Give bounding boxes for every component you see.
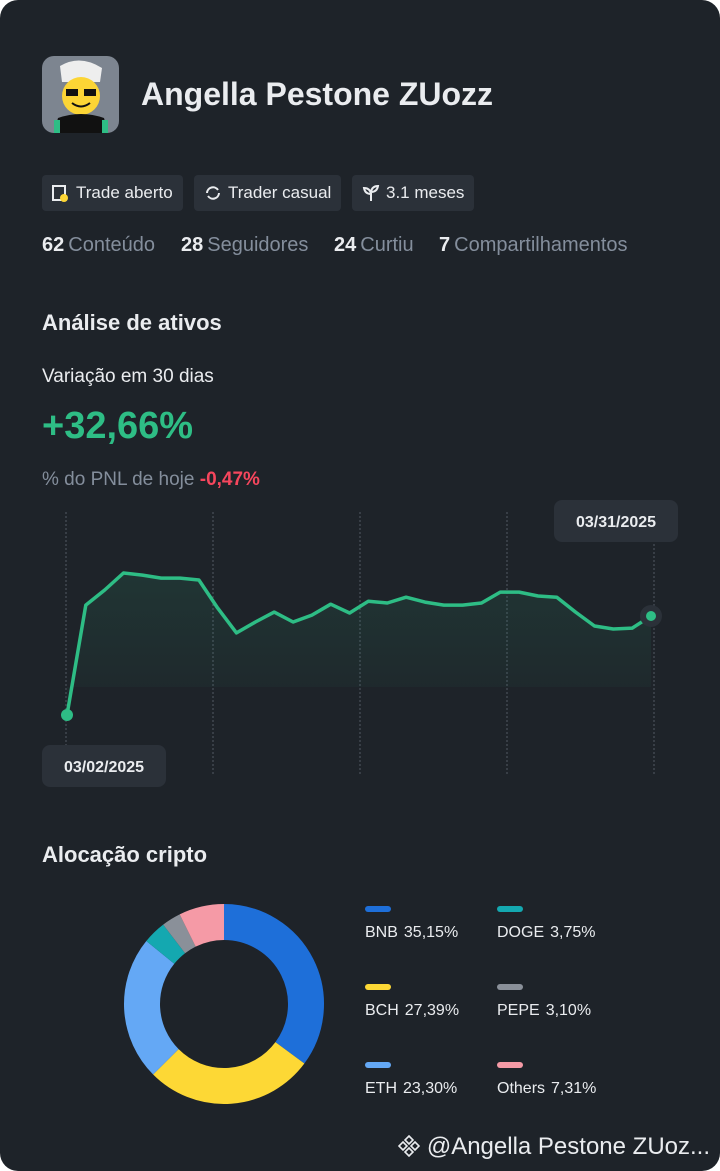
legend-value: 7,31% xyxy=(551,1080,596,1097)
legend-name: BCH xyxy=(365,1002,399,1019)
donut-slice xyxy=(163,914,197,954)
legend-entry: PEPE 3,10% xyxy=(497,1002,591,1019)
line xyxy=(65,571,652,716)
legend-name: BNB xyxy=(365,924,398,941)
user-name: Angella Pestone ZUozz xyxy=(141,76,494,112)
donut-slice xyxy=(179,904,225,947)
legend-name: DOGE xyxy=(497,924,544,941)
stat-label: Seguidores xyxy=(207,234,309,256)
legend-entry: Others 7,31% xyxy=(497,1080,596,1097)
tag: 3.1 meses xyxy=(352,175,475,211)
stat-value: 7 xyxy=(439,234,451,256)
legend-swatch xyxy=(497,984,523,990)
legend-swatch xyxy=(497,906,523,912)
legend-value: 23,30% xyxy=(403,1080,457,1097)
stat-value: 24 xyxy=(334,234,357,256)
stat-label: Conteúdo xyxy=(68,234,155,256)
stat[interactable]: 24 Curtiu xyxy=(334,234,414,257)
stat-label: Compartilhamentos xyxy=(454,234,628,256)
donut-slice xyxy=(146,924,186,965)
legend-name: PEPE xyxy=(497,1002,540,1019)
section-title: Alocação cripto xyxy=(42,842,208,867)
stat[interactable]: 28 Seguidores xyxy=(181,234,308,257)
stat-value: 62 xyxy=(42,234,65,256)
footer-text: @Angella Pestone ZUoz... xyxy=(426,1133,710,1160)
stat-label: Curtiu xyxy=(360,234,414,256)
variation-label: Variação em 30 dias xyxy=(42,366,214,387)
logo xyxy=(398,1134,421,1158)
legend-entry: DOGE 3,75% xyxy=(497,924,596,941)
donut-slice xyxy=(223,904,324,1064)
stat-value: 28 xyxy=(181,234,204,256)
line-area xyxy=(67,573,651,715)
legend-entry: ETH 23,30% xyxy=(365,1080,457,1097)
legend-name: Others xyxy=(497,1080,545,1097)
pnl-value: -0,47% xyxy=(199,469,260,490)
donut-slice xyxy=(124,941,180,1075)
line-chart: 03/31/2025 03/02/2025 xyxy=(42,500,678,787)
stat[interactable]: 62 Conteúdo xyxy=(42,234,155,257)
legend-value: 27,39% xyxy=(405,1002,459,1019)
tag: Trader casual xyxy=(194,175,342,211)
legend-entry: BCH 27,39% xyxy=(365,1002,459,1019)
legend-entry: BNB 35,15% xyxy=(365,924,458,941)
legend-value: 3,10% xyxy=(546,1002,591,1019)
date-tooltip xyxy=(42,745,166,787)
allocation-chart: BNB 35,15% BCH 27,39% ETH 23,30% DOGE 3,75% PEPE… xyxy=(124,904,596,1104)
legend-swatch xyxy=(365,1062,391,1068)
legend-value: 3,75% xyxy=(550,924,595,941)
start-point xyxy=(61,709,73,721)
tag-text: Trader casual xyxy=(228,183,332,202)
tag: Trade aberto xyxy=(42,175,183,211)
tag-text: 3.1 meses xyxy=(386,183,465,202)
section-title: Análise de ativos xyxy=(42,310,222,335)
pnl-today: % do PNL de hoje -0,47% xyxy=(42,469,260,491)
legend-value: 35,15% xyxy=(404,924,458,941)
variation-value: +32,66% xyxy=(42,405,194,447)
stat[interactable]: 7 Compartilhamentos xyxy=(439,234,628,257)
pnl-label: % do PNL de hoje xyxy=(42,469,195,490)
avatar[interactable] xyxy=(42,56,119,133)
legend-swatch xyxy=(365,906,391,912)
legend-swatch xyxy=(497,1062,523,1068)
donut-slice xyxy=(153,1041,305,1104)
legend-swatch xyxy=(365,984,391,990)
tag-text: Trade aberto xyxy=(76,183,173,202)
end-point xyxy=(646,610,656,621)
legend-name: ETH xyxy=(365,1080,397,1097)
end-date: 03/31/2025 xyxy=(576,514,656,531)
start-date: 03/02/2025 xyxy=(64,759,144,776)
date-tooltip xyxy=(554,500,678,542)
watermark: @Angella Pestone ZUoz... xyxy=(398,1133,710,1161)
